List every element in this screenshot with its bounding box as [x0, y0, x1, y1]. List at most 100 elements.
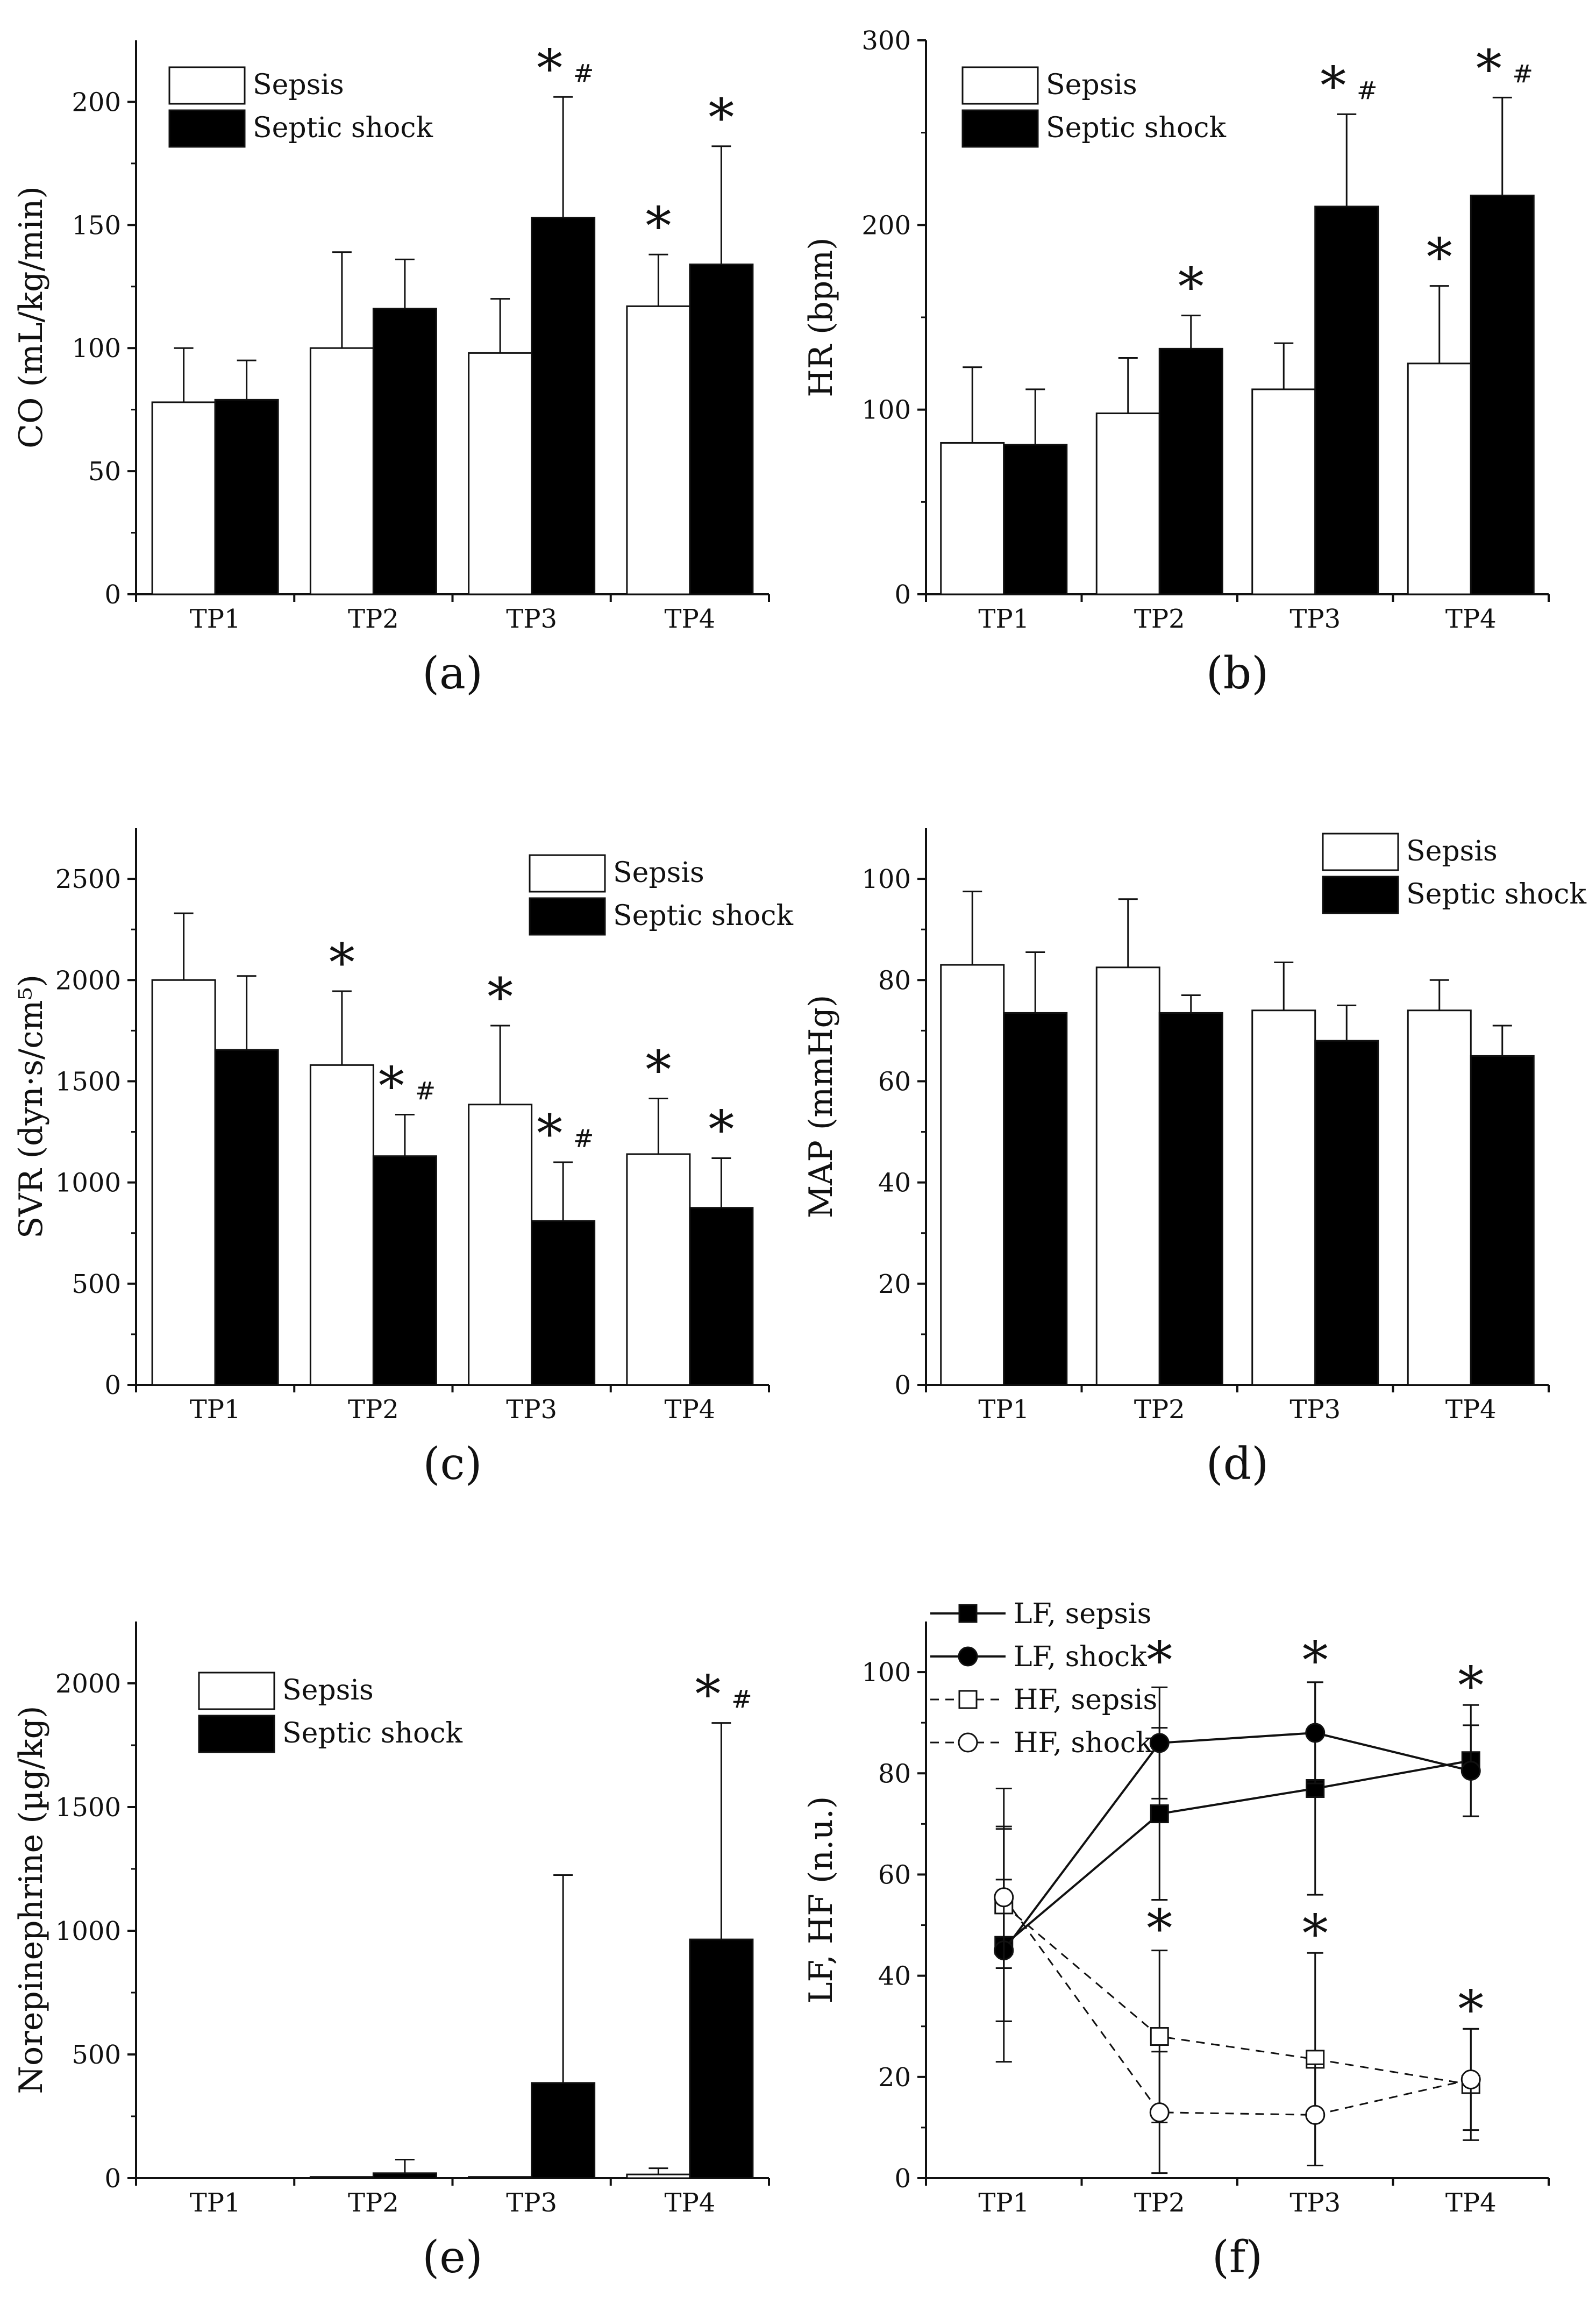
point-hf-shock-TP4: [1460, 2070, 1481, 2090]
significance-star-f-1: *: [1302, 1630, 1328, 1690]
y-axis-label-e: Norepinephrine (µg/kg): [12, 1706, 50, 2094]
y-axis-label-a: CO (mL/kg/min): [12, 186, 50, 449]
x-tick-label-e: TP3: [506, 2188, 557, 2218]
y-tick-label-e: 0: [104, 2164, 121, 2194]
legend-label-d: Sepsis: [1406, 835, 1498, 867]
bar-d-septic-shock-TP4: [1470, 1055, 1535, 1386]
y-tick-label-c: 2000: [55, 965, 121, 995]
point-lf-sepsis-TP2: [1150, 1804, 1169, 1824]
significance-hash-b-1-2: #: [1357, 76, 1378, 105]
point-lf-shock-TP4: [1460, 1761, 1481, 1781]
significance-hash-c-1-1: #: [415, 1077, 436, 1106]
x-tick-label-f: TP4: [1445, 2188, 1497, 2218]
legend-swatch-c: [529, 897, 606, 936]
x-tick-label-c: TP2: [348, 1395, 399, 1425]
bar-b-septic-shock-TP3: [1314, 205, 1379, 595]
bar-e-septic-shock-TP4: [689, 1938, 754, 2179]
series-line-hf-shock: [1003, 1896, 1471, 2116]
significance-star-a-0-3: *: [645, 196, 671, 256]
significance-star-c-0-1: *: [329, 933, 355, 993]
panel-label-a: (a): [422, 648, 483, 699]
bar-b-sepsis-TP2: [1095, 413, 1160, 595]
bar-b-septic-shock-TP1: [1003, 444, 1068, 595]
series-line-lf-sepsis: [1003, 1759, 1471, 1946]
panel-label-f: (f): [1212, 2232, 1263, 2283]
y-tick-label-f: 100: [861, 1658, 911, 1688]
legend-label-e: Septic shock: [282, 1717, 462, 1750]
significance-star-a-1-2: *: [537, 38, 562, 98]
bar-b-sepsis-TP4: [1407, 362, 1472, 595]
x-tick-label-a: TP1: [190, 604, 241, 634]
significance-star-f-0: *: [1146, 1630, 1172, 1690]
legend-marker-f: [958, 1646, 978, 1667]
legend-label-c: Sepsis: [613, 857, 704, 889]
significance-hash-a-1-2: #: [573, 59, 594, 88]
y-tick-label-f: 0: [894, 2164, 911, 2194]
significance-star-f-4: *: [1302, 1903, 1328, 1964]
legend-label-f: LF, sepsis: [1014, 1598, 1151, 1630]
bar-b-septic-shock-TP2: [1158, 347, 1223, 595]
x-tick-label-d: TP4: [1445, 1395, 1497, 1425]
bar-a-sepsis-TP3: [468, 352, 533, 595]
point-hf-shock-TP3: [1305, 2104, 1326, 2125]
y-tick-label-d: 20: [878, 1269, 911, 1299]
x-tick-label-b: TP3: [1289, 604, 1341, 634]
chart-panel-b: 0 100 200 300 TP1 TP2 TP3 TP4 HR (bpm) (b) * * * # * # S…: [802, 26, 1550, 699]
bar-b-sepsis-TP3: [1251, 388, 1316, 595]
point-hf-shock-TP1: [994, 1887, 1014, 1908]
bar-d-septic-shock-TP2: [1158, 1012, 1223, 1386]
y-tick-label-e: 1500: [55, 1793, 121, 1823]
bar-a-sepsis-TP4: [626, 305, 691, 595]
bar-d-sepsis-TP1: [940, 964, 1005, 1386]
significance-hash-c-1-2: #: [573, 1124, 594, 1153]
significance-star-c-1-3: *: [708, 1099, 734, 1160]
x-tick-label-c: TP4: [664, 1395, 715, 1425]
x-tick-label-c: TP1: [190, 1395, 241, 1425]
y-tick-label-c: 2500: [55, 864, 121, 894]
bar-e-sepsis-TP2: [309, 2176, 374, 2179]
legend-label-a: Sepsis: [253, 69, 344, 101]
significance-star-f-3: *: [1146, 1898, 1172, 1959]
y-tick-label-c: 500: [72, 1269, 121, 1299]
x-tick-label-d: TP3: [1289, 1395, 1341, 1425]
legend-label-f: LF, shock: [1014, 1641, 1147, 1673]
y-axis-label-c: SVR (dyn·s/cm⁵): [12, 975, 50, 1239]
x-tick-label-c: TP3: [506, 1395, 557, 1425]
significance-hash-e-1-3: #: [731, 1685, 752, 1714]
x-tick-label-a: TP2: [348, 604, 399, 634]
y-tick-label-d: 80: [878, 965, 911, 995]
y-tick-label-e: 2000: [55, 1669, 121, 1699]
point-lf-shock-TP2: [1149, 1733, 1170, 1753]
x-tick-label-b: TP2: [1134, 604, 1185, 634]
bar-e-septic-shock-TP3: [531, 2082, 596, 2179]
bar-a-sepsis-TP1: [151, 401, 216, 595]
series-line-lf-shock: [1003, 1731, 1471, 1951]
panel-label-d: (d): [1206, 1439, 1269, 1490]
significance-star-b-1-3: *: [1476, 39, 1502, 99]
y-tick-label-c: 0: [104, 1370, 121, 1400]
x-tick-label-d: TP1: [978, 1395, 1029, 1425]
legend-swatch-d: [1322, 876, 1399, 914]
chart-panel-c: 0 500 1000 1500 2000 2500 TP1 TP2 TP3 TP4 SVR (dyn…: [12, 828, 793, 1490]
significance-star-c-0-2: *: [487, 967, 513, 1027]
bar-e-sepsis-TP4: [626, 2173, 691, 2179]
legend-swatch-b: [961, 66, 1039, 105]
significance-star-c-1-2: *: [537, 1104, 562, 1164]
bar-c-sepsis-TP1: [151, 979, 216, 1386]
y-tick-label-c: 1500: [55, 1066, 121, 1097]
legend-label-d: Septic shock: [1406, 878, 1586, 911]
legend-label-c: Septic shock: [613, 900, 793, 932]
bar-c-septic-shock-TP1: [214, 1049, 279, 1386]
y-axis-label-f: LF, HF (n.u.): [802, 1796, 840, 2004]
legend-label-e: Sepsis: [282, 1674, 374, 1706]
y-tick-label-a: 50: [88, 457, 121, 487]
y-axis-label-b: HR (bpm): [802, 237, 840, 397]
bar-a-septic-shock-TP3: [531, 217, 596, 595]
x-tick-label-f: TP2: [1134, 2188, 1185, 2218]
bar-e-septic-shock-TP2: [372, 2172, 437, 2179]
bar-c-septic-shock-TP4: [689, 1207, 754, 1386]
bar-a-septic-shock-TP2: [372, 308, 437, 595]
y-tick-label-a: 100: [72, 333, 121, 364]
bar-b-septic-shock-TP4: [1470, 194, 1535, 595]
